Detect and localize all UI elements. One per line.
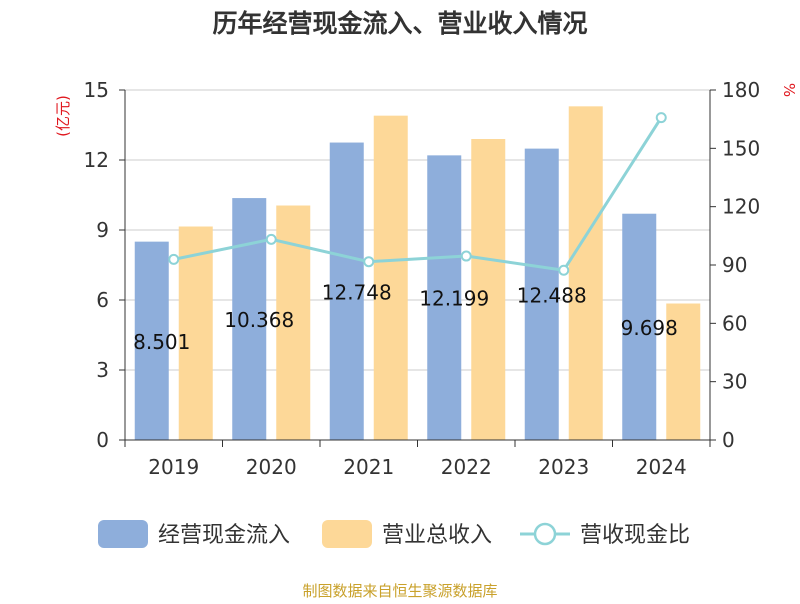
bar-revenue: [666, 303, 701, 440]
bar-cash-inflow: [134, 241, 169, 440]
data-labels: 8.501 10.368 12.748 12.199 12.488 9.698: [133, 280, 678, 354]
y-left-tick-label: 15: [84, 78, 109, 102]
y-left-tick-label: 12: [84, 148, 109, 172]
gridlines: [125, 89, 710, 371]
ratio-point: [558, 264, 570, 276]
bar-cash-inflow: [524, 148, 559, 440]
bar-revenue: [373, 115, 408, 441]
bar-cash-inflow: [329, 142, 364, 440]
y-left-tick-label: 0: [96, 428, 109, 452]
x-tick-label: 2020: [246, 455, 297, 479]
chart-title: 历年经营现金流入、营业收入情况: [212, 9, 587, 38]
bar-data-label: 12.199: [419, 287, 489, 311]
bar-data-label: 12.748: [322, 280, 392, 304]
legend-label: 营收现金比: [580, 523, 690, 548]
y-left-axis: 0 3 6 9 12 15: [84, 78, 125, 452]
y-left-tick-label: 3: [96, 358, 109, 382]
bar-data-label: 10.368: [224, 308, 294, 332]
bar-cash-inflow: [622, 213, 657, 440]
bar-data-label: 8.501: [133, 330, 190, 354]
legend-swatch: [322, 520, 372, 548]
x-tick-label: 2019: [148, 455, 199, 479]
legend-item: 经营现金流入: [98, 520, 290, 548]
legend: 经营现金流入 营业总收入 营收现金比: [98, 520, 690, 548]
y-right-axis: 0 30 60 90 120 150 180: [710, 78, 760, 452]
legend-swatch: [98, 520, 148, 548]
y-right-tick-label: 90: [722, 253, 747, 277]
ratio-line: [168, 112, 667, 276]
bar-data-label: 12.488: [517, 283, 587, 307]
y-left-axis-label: (亿元): [54, 95, 72, 137]
x-axis: 2019 2020 2021 2022 2023 2024: [124, 90, 711, 479]
y-left-tick-label: 9: [96, 218, 109, 242]
legend-marker: [533, 522, 557, 546]
source-note: 制图数据来自恒生聚源数据库: [302, 582, 497, 600]
y-right-axis-label: %: [780, 83, 798, 97]
x-tick-label: 2023: [538, 455, 589, 479]
y-right-tick-label: 30: [722, 370, 747, 394]
legend-item: 营收现金比: [520, 522, 690, 548]
y-right-tick-label: 0: [722, 428, 735, 452]
ratio-point: [265, 233, 277, 245]
bar-data-label: 9.698: [621, 316, 678, 340]
ratio-point: [655, 112, 667, 124]
ratio-point: [460, 250, 472, 262]
x-tick-label: 2022: [441, 455, 492, 479]
bar-revenue: [471, 139, 506, 440]
legend-item: 营业总收入: [322, 520, 492, 548]
bars: [134, 106, 701, 441]
ratio-point: [168, 253, 180, 265]
bar-cash-inflow: [232, 198, 267, 440]
y-right-tick-label: 120: [722, 195, 760, 219]
bar-cash-inflow: [427, 155, 462, 440]
ratio-point: [363, 256, 375, 268]
y-left-tick-label: 6: [96, 288, 109, 312]
y-right-tick-label: 150: [722, 136, 760, 160]
legend-label: 营业总收入: [382, 523, 492, 548]
ratio-line-path: [173, 116, 663, 272]
x-tick-label: 2021: [343, 455, 394, 479]
bar-revenue: [568, 106, 603, 440]
x-tick-label: 2024: [636, 455, 687, 479]
legend-label: 经营现金流入: [158, 523, 290, 548]
y-right-tick-label: 180: [722, 78, 760, 102]
bar-revenue: [178, 226, 213, 440]
y-right-tick-label: 60: [722, 311, 747, 335]
